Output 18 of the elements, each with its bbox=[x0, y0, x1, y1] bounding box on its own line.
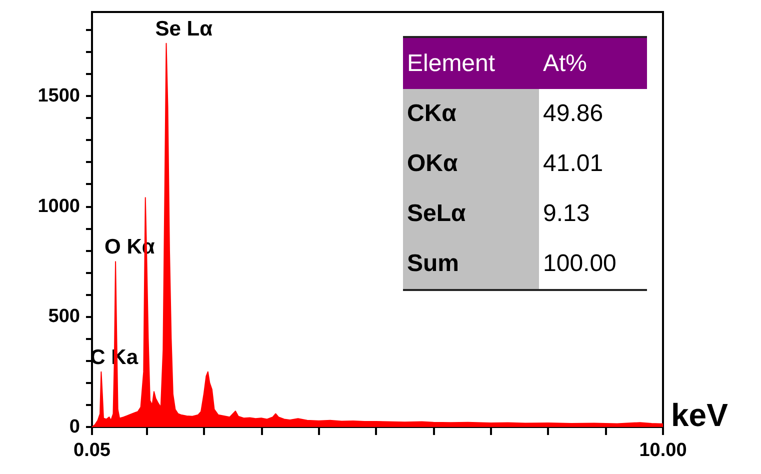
x-tick-label: 10.00 bbox=[639, 440, 687, 461]
y-tick-label: 0 bbox=[69, 416, 80, 438]
x-axis-title: keV bbox=[671, 397, 729, 433]
annotation: CKα bbox=[403, 89, 539, 139]
y-tick-label: 1000 bbox=[38, 196, 80, 217]
x-tick-label: 0.05 bbox=[74, 440, 111, 461]
annotation: 100.00 bbox=[542, 249, 618, 279]
annotation: Se Lα bbox=[155, 17, 213, 40]
annotation: OKα bbox=[403, 139, 539, 189]
y-tick-label: 1500 bbox=[38, 85, 80, 106]
annotation: 41.01 bbox=[542, 149, 604, 179]
annotation: At% bbox=[539, 37, 647, 89]
annotation: 9.13 bbox=[542, 199, 591, 229]
annotation: SeLα bbox=[403, 189, 539, 239]
annotation: Sum bbox=[403, 239, 539, 290]
y-tick-label: 500 bbox=[48, 306, 80, 328]
annotation: 49.86 bbox=[542, 99, 604, 129]
annotation: Element bbox=[403, 37, 539, 89]
